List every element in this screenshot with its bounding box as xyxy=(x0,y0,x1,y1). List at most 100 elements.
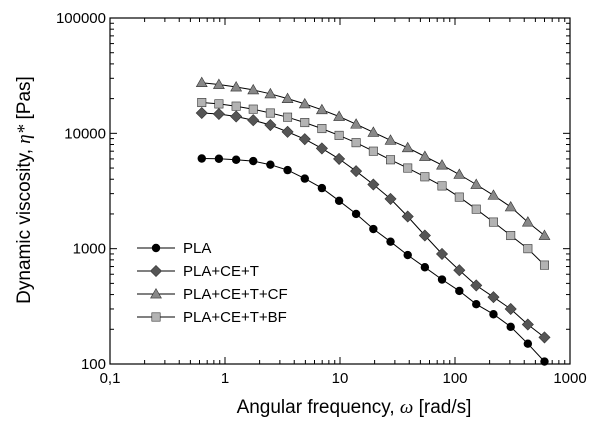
data-point xyxy=(487,189,500,200)
data-point xyxy=(300,174,309,183)
legend-marker xyxy=(151,243,161,253)
data-point xyxy=(214,99,224,109)
data-point xyxy=(437,275,447,284)
data-point xyxy=(418,229,431,242)
y-axis-label: Dynamic viscosity, η* [Pas] xyxy=(14,76,35,304)
plot-frame-group xyxy=(109,17,571,365)
data-point xyxy=(418,150,431,161)
x-axis-label: Angular frequency, ω [rad/s] xyxy=(237,397,472,418)
data-point xyxy=(384,134,397,145)
data-point xyxy=(540,357,549,366)
data-point xyxy=(315,142,328,155)
data-point xyxy=(471,204,481,214)
data-point xyxy=(265,108,275,118)
data-point xyxy=(420,263,430,272)
x-tick-label: 10 xyxy=(332,370,349,387)
data-point xyxy=(386,155,396,165)
data-point xyxy=(523,339,533,348)
data-point xyxy=(489,310,498,319)
data-point xyxy=(298,133,311,146)
data-point xyxy=(538,331,551,344)
data-point xyxy=(504,302,517,315)
legend-label: PLA xyxy=(183,240,211,257)
data-point xyxy=(195,76,208,88)
data-point xyxy=(231,155,241,164)
data-point xyxy=(212,108,225,121)
data-point xyxy=(488,217,498,227)
data-point xyxy=(231,101,241,111)
legend-label: PLA+CE+T+BF xyxy=(183,309,287,326)
y-tick-label: 100000 xyxy=(56,10,106,27)
x-tick-label: 100 xyxy=(442,370,467,387)
plot-frame xyxy=(109,17,571,365)
data-point xyxy=(506,231,516,241)
series-pla-ce-t xyxy=(195,106,551,344)
data-point xyxy=(197,98,207,108)
data-point xyxy=(230,110,243,123)
data-point xyxy=(470,178,483,189)
data-point xyxy=(401,141,414,153)
series-pla-ce-t-bf xyxy=(197,98,549,270)
x-tick-label: 1 xyxy=(221,370,229,387)
data-point xyxy=(539,260,549,270)
data-point xyxy=(403,163,413,173)
data-point xyxy=(350,165,363,178)
data-point xyxy=(249,156,258,166)
data-point xyxy=(367,126,380,137)
data-point xyxy=(472,299,481,309)
data-point xyxy=(470,279,483,292)
x-tick-label: 1000 xyxy=(553,370,586,387)
series-pla xyxy=(197,154,549,366)
data-point xyxy=(333,152,346,165)
x-tick-label: 0,1 xyxy=(100,370,121,387)
data-point xyxy=(247,83,260,95)
data-point xyxy=(281,125,294,138)
data-point xyxy=(230,81,243,92)
data-point xyxy=(521,216,534,227)
data-point xyxy=(454,192,464,202)
data-point xyxy=(333,110,346,121)
data-point xyxy=(248,104,258,114)
data-point xyxy=(315,103,328,115)
data-point xyxy=(334,196,344,206)
data-point xyxy=(367,178,380,191)
data-point xyxy=(283,112,293,122)
data-point xyxy=(384,192,397,205)
series-pla-ce-t-cf xyxy=(195,76,551,240)
data-point xyxy=(212,78,225,89)
data-point xyxy=(247,114,260,127)
series-group xyxy=(195,76,551,366)
data-point xyxy=(351,209,361,219)
data-point xyxy=(317,124,327,134)
legend-marker xyxy=(151,312,161,322)
data-point xyxy=(504,200,517,212)
data-point xyxy=(437,181,447,191)
data-point xyxy=(487,291,500,304)
data-point xyxy=(401,210,414,223)
data-point xyxy=(298,97,311,109)
data-point xyxy=(317,183,327,193)
data-point xyxy=(350,118,363,129)
data-point xyxy=(435,247,449,260)
y-tick-label: 1000 xyxy=(73,241,106,258)
data-point xyxy=(453,168,466,179)
y-tick-label: 100 xyxy=(81,356,106,373)
legend: PLA PLA+CE+T PLA+CE+T+CF PLA+CE+T+BF xyxy=(137,240,288,326)
data-point xyxy=(300,118,310,128)
legend-marker xyxy=(149,264,163,278)
data-point xyxy=(453,264,466,277)
data-point xyxy=(521,318,534,331)
legend-marker xyxy=(150,287,162,299)
data-point xyxy=(523,244,533,254)
data-point xyxy=(281,92,294,103)
data-point xyxy=(334,130,344,140)
data-point xyxy=(386,237,395,246)
legend-label: PLA+CE+T+CF xyxy=(183,286,288,303)
data-point xyxy=(195,106,208,120)
data-point xyxy=(351,138,361,148)
data-point xyxy=(420,172,430,182)
data-point xyxy=(403,250,412,260)
y-tick-label: 10000 xyxy=(64,125,106,142)
data-point xyxy=(214,154,224,163)
